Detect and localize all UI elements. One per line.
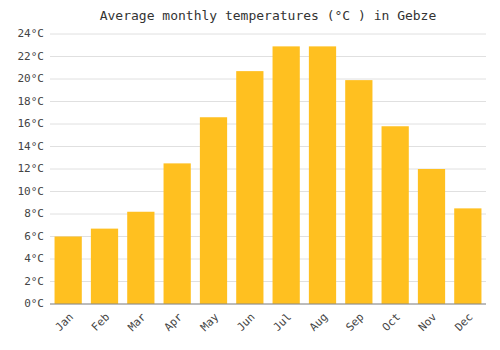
x-tick-label: Nov [416,310,440,334]
bar [91,229,118,304]
y-tick-label: 24°C [18,27,45,40]
y-tick-label: 8°C [24,207,44,220]
x-tick-label: Feb [89,311,112,334]
chart-svg: Average monthly temperatures (°C ) in Ge… [0,0,500,350]
y-tick-label: 2°C [24,275,44,288]
bar [382,126,409,304]
x-tick-label: Aug [307,311,330,334]
x-tick-label: Jun [234,311,257,334]
grid-line [50,101,486,102]
bar [273,46,300,304]
y-tick-label: 12°C [18,162,45,175]
bars [55,46,482,304]
x-tick-label: Jan [53,311,76,334]
x-tick-label: May [198,310,222,334]
x-tick-label: Oct [380,311,403,334]
bar [418,169,445,304]
y-tick-label: 22°C [18,50,45,63]
chart-title: Average monthly temperatures (°C ) in Ge… [100,8,437,23]
y-tick-label: 4°C [24,252,44,265]
y-tick-label: 6°C [24,230,44,243]
y-tick-label: 10°C [18,185,45,198]
bar [164,163,191,304]
x-axis: Jan Feb Mar Apr May Jun Jul Aug Sep Oct Nov Dec [53,310,476,334]
y-tick-label: 20°C [18,72,45,85]
grid-line [50,124,486,125]
y-tick-label: 18°C [18,95,45,108]
grid-line [50,56,486,57]
x-tick-label: Mar [125,310,149,334]
chart-container: Average monthly temperatures (°C ) in Ge… [0,0,500,350]
grid-line [50,304,486,305]
bar [345,80,372,304]
grid-line [50,146,486,147]
y-tick-label: 16°C [18,117,45,130]
grid-line [50,34,486,35]
bar [309,46,336,304]
x-tick-label: Apr [162,310,186,334]
x-tick-label: Sep [343,311,366,334]
bar [236,71,263,304]
bar [55,237,82,305]
y-axis: 0°C 2°C 4°C 6°C 8°C 10°C 12°C 14°C 16°C 18°C 20°C 2… [18,27,487,310]
bar [454,208,481,304]
bar [127,212,154,304]
bar [200,117,227,304]
x-axis-line [50,304,486,305]
y-tick-label: 14°C [18,140,45,153]
y-tick-label: 0°C [24,297,44,310]
x-tick-label: Dec [452,311,475,334]
x-tick-label: Jul [271,311,294,334]
grid-line [50,79,486,80]
